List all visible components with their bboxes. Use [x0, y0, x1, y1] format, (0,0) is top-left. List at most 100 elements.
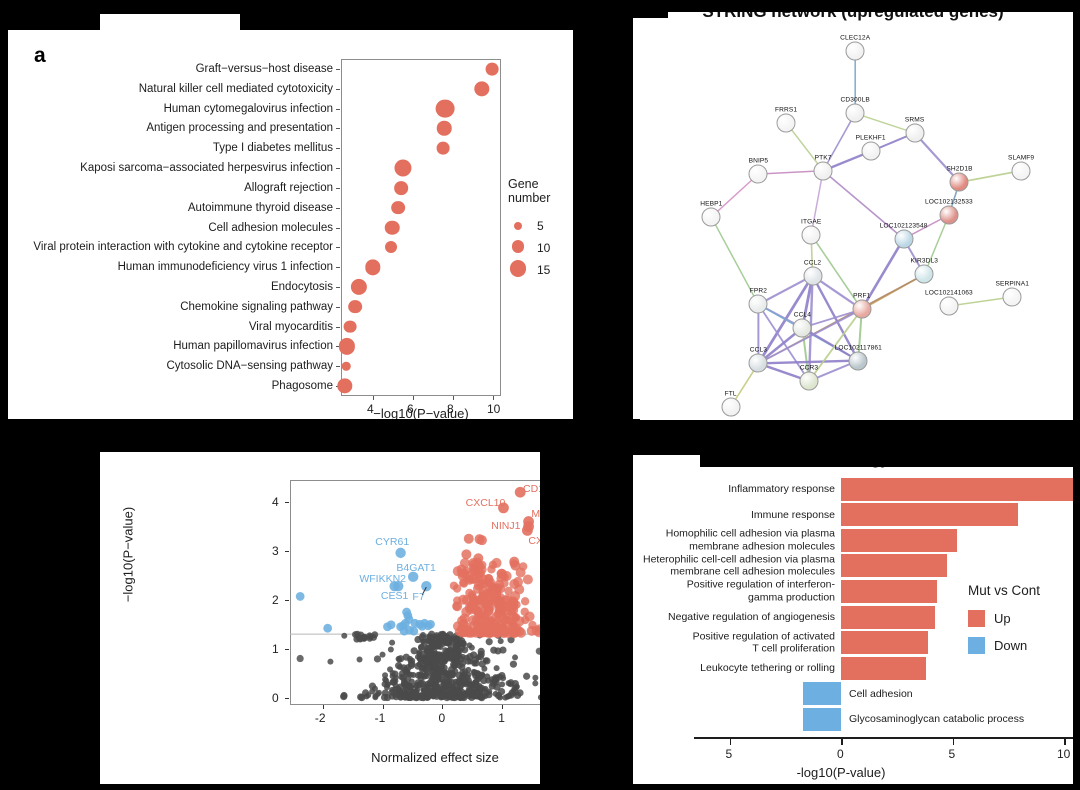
network-node-label: SRMS: [904, 116, 925, 124]
volcano-point: [473, 553, 484, 564]
go-term-bar[interactable]: [841, 656, 926, 680]
volcano-point: [373, 655, 382, 663]
panel-a-dot: [338, 338, 356, 355]
panel-a-legend-label: 15: [537, 263, 551, 277]
volcano-point: [383, 622, 392, 632]
panel-a-dot: [474, 81, 490, 97]
panel-c-y-ticklabel: 0: [272, 690, 279, 705]
network-node-ccr3[interactable]: [799, 371, 819, 391]
network-node-sh2d1b[interactable]: [949, 172, 969, 192]
panel-b-title: STRING network (upregulated genes): [702, 10, 1004, 21]
panel-a-category-label: Chemokine signaling pathway: [180, 300, 333, 313]
volcano-gene-label: NINJ1: [491, 520, 521, 533]
volcano-point: [457, 694, 464, 701]
panel-d-legend-item[interactable]: Up: [968, 605, 1040, 632]
volcano-point: [521, 524, 533, 536]
volcano-point: [418, 672, 425, 679]
volcano-point: [522, 574, 533, 585]
volcano-point: [474, 690, 481, 697]
volcano-point: [449, 581, 459, 590]
network-node-loc102123548[interactable]: [894, 229, 914, 249]
panel-a-dot: [436, 141, 450, 155]
network-node-plekhf1[interactable]: [861, 141, 881, 161]
volcano-point: [382, 676, 389, 683]
volcano-point: [528, 620, 537, 630]
network-node-clec12a[interactable]: [845, 41, 865, 61]
network-node-kir3dl3[interactable]: [914, 264, 934, 284]
network-node-cd300lb[interactable]: [845, 103, 865, 123]
volcano-point: [484, 689, 491, 696]
volcano-point: [455, 671, 463, 680]
network-node-loc102132533[interactable]: [939, 205, 959, 225]
network-node-loc102141063[interactable]: [939, 296, 959, 316]
panel-c-x-tickmark: [322, 705, 324, 709]
volcano-point: [509, 578, 520, 589]
overlay-left-lower: [0, 420, 100, 790]
network-edge: [810, 234, 863, 310]
network-node-itgae[interactable]: [801, 225, 821, 245]
network-edge: [710, 216, 760, 305]
go-term-bar[interactable]: [841, 631, 928, 655]
go-term-bar[interactable]: [803, 707, 841, 731]
panel-c-x-tickmark: [382, 705, 384, 709]
panel-a-legend-item[interactable]: 5: [508, 215, 573, 237]
volcano-point: [442, 647, 449, 654]
network-node-loc102117861[interactable]: [848, 351, 868, 371]
panel-c-x-tickmark: [442, 705, 444, 709]
network-node-ptk7[interactable]: [813, 161, 833, 181]
go-term-bar[interactable]: [841, 477, 1078, 501]
panel-a-dot: [435, 99, 455, 118]
network-node-hebp1[interactable]: [701, 207, 721, 227]
panel-a-size-legend: Gene number 5 10 15: [508, 177, 573, 281]
panel-a-legend-item[interactable]: 15: [508, 259, 573, 281]
network-node-label: CD300LB: [840, 96, 870, 104]
network-node-label: LOC102117861: [834, 344, 882, 352]
network-node-prf1[interactable]: [852, 299, 872, 319]
network-node-fpr2[interactable]: [748, 294, 768, 314]
network-edge: [757, 308, 863, 365]
network-node-label: HEBP1: [700, 200, 723, 208]
network-node-frrs1[interactable]: [776, 113, 796, 133]
volcano-point: [468, 592, 477, 601]
network-node-label: KIR3DL3: [910, 257, 938, 265]
volcano-point: [389, 639, 396, 646]
panel-a-category-label: Human immunodeficiency virus 1 infection: [117, 261, 333, 274]
panel-c-x-ticklabel: -1: [374, 711, 386, 725]
panel-a-tick: [336, 366, 340, 368]
panel-a-category-label: Human cytomegalovirus infection: [163, 102, 333, 115]
volcano-point: [532, 674, 539, 681]
network-node-label: LOC102132533: [925, 198, 973, 206]
volcano-gene-label: CES1: [380, 589, 409, 602]
overlay-top-stripe: [0, 0, 1080, 6]
panel-a-legend-item[interactable]: 10: [508, 237, 573, 259]
volcano-point: [510, 560, 521, 571]
network-node-bnip5[interactable]: [748, 164, 768, 184]
panel-a-category-label: Kaposi sarcoma−associated herpesvirus in…: [80, 162, 333, 175]
panel-d-legend-item[interactable]: Down: [968, 632, 1040, 659]
network-node-slamf9[interactable]: [1011, 161, 1031, 181]
volcano-point: [443, 672, 451, 681]
network-node-ccl3[interactable]: [748, 353, 768, 373]
network-node-ccl2[interactable]: [803, 266, 823, 286]
go-term-bar[interactable]: [841, 503, 1019, 527]
panel-a-x-ticklabel: 4: [367, 402, 374, 416]
network-node-serpina1[interactable]: [1002, 287, 1022, 307]
volcano-point: [379, 651, 386, 658]
panel-a-legend-dot: [513, 221, 523, 230]
volcano-point: [397, 655, 405, 663]
go-term-bar[interactable]: [841, 554, 947, 578]
panel-a-tick: [336, 148, 340, 150]
volcano-point: [357, 693, 365, 701]
network-node-ccl4[interactable]: [792, 318, 812, 338]
panel-a-dot: [391, 200, 405, 215]
network-node-srms[interactable]: [905, 123, 925, 143]
go-term-bar[interactable]: [841, 579, 937, 603]
panel-a-x-ticklabel: 8: [447, 402, 454, 416]
go-term-bar[interactable]: [803, 682, 841, 706]
network-node-ftl[interactable]: [721, 397, 741, 417]
panel-a-category-label: Allograft rejection: [244, 181, 333, 194]
panel-c-x-ticklabel: 0: [438, 711, 446, 725]
go-term-bar[interactable]: [841, 528, 957, 552]
go-term-bar[interactable]: [841, 605, 935, 629]
panel-a-legend-label: 10: [537, 241, 551, 255]
